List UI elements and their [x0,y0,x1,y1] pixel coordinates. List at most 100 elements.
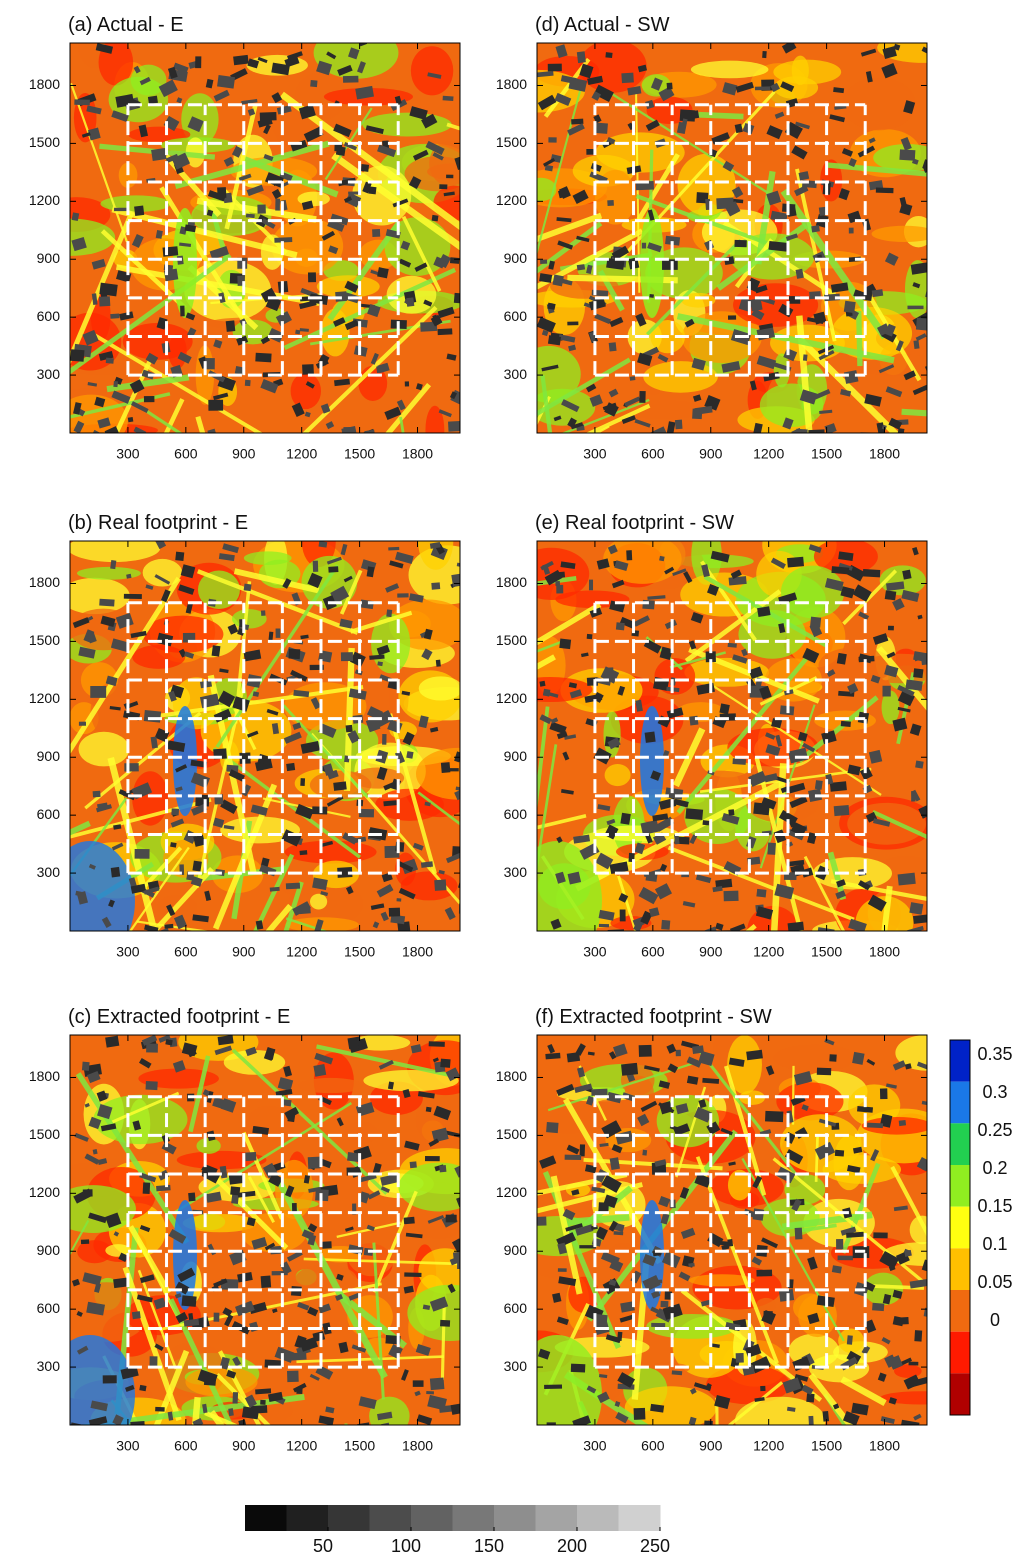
building [629,376,636,381]
building [205,78,214,89]
building [427,1394,447,1411]
building [833,87,845,94]
building [274,1346,295,1363]
building [576,264,586,271]
building [829,1054,837,1062]
building [440,1058,451,1068]
building [95,43,114,54]
building [71,236,87,252]
building [420,321,438,332]
building [562,1208,576,1221]
x-tick-label: 1200 [753,446,784,462]
building [558,1276,577,1287]
building [150,736,158,749]
building [340,652,354,662]
building [651,1290,661,1299]
building [360,599,374,610]
building [281,829,302,847]
building [127,701,139,709]
field-patch [309,893,328,910]
street [70,211,135,365]
field [70,541,460,931]
building [567,123,585,136]
building [647,209,655,221]
street [823,1393,847,1425]
building [72,617,90,629]
building [396,399,406,411]
building [365,717,381,733]
street [70,1220,90,1256]
building [453,292,460,304]
building [136,1294,153,1303]
colorbar-box [950,1373,970,1415]
building [868,137,876,144]
street [800,339,900,433]
building [180,564,196,579]
building [88,1212,107,1224]
building [639,390,646,403]
building [556,1316,569,1326]
building [598,1373,608,1379]
building [404,1272,422,1277]
building [679,1186,690,1199]
building [421,648,433,661]
building [255,1388,272,1395]
building [877,1372,887,1382]
building [171,808,180,816]
building [423,628,433,640]
x-tick-label: 1500 [811,446,842,462]
building [571,118,584,125]
street [646,238,742,336]
building [716,197,734,210]
building [418,715,429,729]
building [162,246,179,257]
building [754,1397,765,1402]
building [90,1400,108,1412]
building [557,1242,568,1255]
building [204,890,212,901]
building [693,1106,712,1123]
field-patch [842,77,916,131]
building [831,1265,842,1274]
building [213,339,223,349]
field-patch [197,570,240,609]
building [110,560,117,570]
building [301,200,314,211]
building [650,426,669,433]
building [884,252,899,266]
building [824,577,844,592]
colorbar-box [950,1123,970,1165]
y-tick-label: 600 [504,1300,528,1316]
gray-colorbar-box [452,1505,495,1531]
building [808,429,825,433]
building [607,737,621,750]
building [259,111,277,121]
building [377,267,389,279]
building [537,1216,547,1226]
building [229,1249,247,1266]
building [791,427,804,433]
building [715,922,724,931]
building [307,1306,319,1317]
street [840,1162,881,1254]
building [232,696,250,712]
building [403,1216,415,1225]
building [873,1232,888,1239]
building [131,401,149,413]
street [772,1157,927,1288]
building [570,422,584,430]
building [728,809,735,816]
building [336,1117,344,1127]
building [430,314,443,327]
field-patch [881,690,900,725]
building [689,834,698,845]
building [88,1116,102,1130]
street [547,1056,712,1112]
building [356,1422,371,1425]
building [290,139,308,152]
building [416,1414,433,1425]
building [619,1314,634,1323]
building [151,147,167,162]
building [904,1063,912,1070]
building [312,877,328,891]
